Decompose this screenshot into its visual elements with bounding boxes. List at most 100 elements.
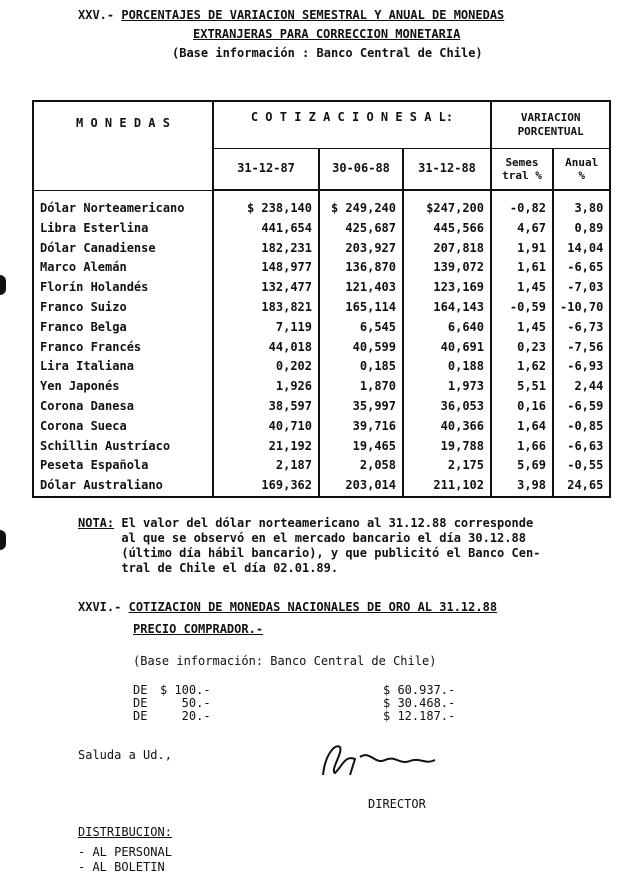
- table-row: Corona Danesa 38,597 35,997 36,053 0,16 -6,59: [32, 396, 611, 417]
- section-xxvi-heading: XXVI.- COTIZACION DE MONEDAS NACIONALES …: [78, 600, 497, 614]
- rate-31-12-87: 40,710: [212, 416, 319, 437]
- rate-31-12-87: 132,477: [212, 278, 319, 298]
- header-anual: Anual %: [551, 148, 611, 191]
- variation-anual: -6,93: [551, 357, 611, 378]
- rate-30-06-88: $ 249,240: [318, 199, 403, 219]
- variation-semestral: -0,82: [490, 199, 553, 219]
- rate-30-06-88: 2,058: [318, 456, 403, 477]
- variation-anual: -0,85: [551, 416, 611, 437]
- gold-de: DE: [133, 683, 148, 697]
- rate-30-06-88: 40,599: [318, 337, 403, 358]
- currency-name: Marco Alemán: [32, 258, 213, 279]
- header-cotizaciones: C O T I Z A C I O N E S A L:: [212, 101, 491, 149]
- table-row: Schillin Austríaco 21,192 19,465 19,788 1,66…: [32, 436, 611, 457]
- table-row: Dólar Norteamericano $ 238,140 $ 249,240 $2…: [32, 199, 611, 219]
- rate-31-12-87: 148,977: [212, 258, 319, 279]
- variation-semestral: 1,91: [490, 238, 553, 259]
- variation-semestral: 1,62: [490, 357, 553, 378]
- gold-de: DE: [133, 696, 148, 710]
- source-note: (Base información : Banco Central de Chi…: [172, 46, 483, 60]
- nota-line: tral de Chile el día 02.01.89.: [121, 561, 339, 575]
- currency-name: Dólar Australiano: [32, 476, 213, 497]
- table-row: Dólar Australiano 169,362 203,014 211,102 3,…: [32, 476, 611, 497]
- variation-semestral: 1,45: [490, 278, 553, 298]
- section-title: PORCENTAJES DE VARIACION SEMESTRAL Y ANU…: [121, 8, 505, 22]
- rate-31-12-87: 182,231: [212, 238, 319, 259]
- variation-anual: -0,55: [551, 456, 611, 477]
- rate-30-06-88: 203,927: [318, 238, 403, 259]
- source-note: (Base información: Banco Central de Chil…: [133, 654, 437, 668]
- variation-semestral: 3,98: [490, 476, 553, 497]
- currency-name: Schillin Austríaco: [32, 436, 213, 457]
- variation-semestral: 1,64: [490, 416, 553, 437]
- nota-line: al que se observó en el mercado bancario…: [121, 531, 526, 545]
- signature-title: DIRECTOR: [368, 797, 426, 811]
- variation-anual: -7,56: [551, 337, 611, 358]
- gold-price: $ 30.468.-: [383, 696, 456, 710]
- section-number: XXV.-: [78, 8, 115, 22]
- rate-31-12-87: 183,821: [212, 297, 319, 318]
- variation-semestral: 5,69: [490, 456, 553, 477]
- currency-name: Corona Danesa: [32, 396, 213, 417]
- nota-line: (último día hábil bancario), y que publi…: [121, 546, 541, 560]
- variation-anual: 14,04: [551, 238, 611, 259]
- gold-coin: 20.-: [160, 709, 211, 723]
- currency-name: Dólar Norteamericano: [32, 199, 213, 219]
- variation-semestral: 1,61: [490, 258, 553, 279]
- section-subtitle: PRECIO COMPRADOR.-: [133, 622, 264, 636]
- rate-31-12-88: 139,072: [402, 258, 491, 279]
- variation-semestral: -0,59: [490, 297, 553, 318]
- rate-31-12-88: 36,053: [402, 396, 491, 417]
- currency-name: Libra Esterlina: [32, 218, 213, 239]
- variation-anual: -6,63: [551, 436, 611, 457]
- table-row: Libra Esterlina 441,654 425,687 445,566 4,67…: [32, 218, 611, 239]
- closing: Saluda a Ud.,: [78, 748, 172, 762]
- rate-31-12-87: 169,362: [212, 476, 319, 497]
- gold-coin: $ 100.-: [160, 683, 211, 697]
- variation-semestral: 4,67: [490, 218, 553, 239]
- distribucion-item: - AL BOLETIN: [78, 860, 165, 874]
- rate-30-06-88: 203,014: [318, 476, 403, 497]
- rate-31-12-87: 0,202: [212, 357, 319, 378]
- table-row: Dólar Canadiense 182,231 203,927 207,818 1,9…: [32, 238, 611, 259]
- rate-30-06-88: 39,716: [318, 416, 403, 437]
- table-row: Marco Alemán 148,977 136,870 139,072 1,61 -6,…: [32, 258, 611, 279]
- header-semestral: Semes tral %: [490, 148, 553, 191]
- variation-semestral: 1,45: [490, 317, 553, 338]
- rate-31-12-87: $ 238,140: [212, 199, 319, 219]
- table-row: Peseta Española 2,187 2,058 2,175 5,69 -0,55: [32, 456, 611, 477]
- rate-31-12-88: 0,188: [402, 357, 491, 378]
- section-number: XXVI.-: [78, 600, 122, 614]
- rate-31-12-87: 441,654: [212, 218, 319, 239]
- currency-name: Yen Japonés: [32, 377, 213, 397]
- rate-31-12-88: $247,200: [402, 199, 491, 219]
- variation-anual: -10,70: [551, 297, 611, 318]
- currency-name: Corona Sueca: [32, 416, 213, 437]
- section-xxv-heading: XXV.- PORCENTAJES DE VARIACION SEMESTRAL…: [78, 8, 504, 22]
- rate-30-06-88: 165,114: [318, 297, 403, 318]
- table-row: Corona Sueca 40,710 39,716 40,366 1,64 -0,85: [32, 416, 611, 437]
- rate-31-12-88: 123,169: [402, 278, 491, 298]
- gold-de: DE: [133, 709, 148, 723]
- punch-hole: [0, 530, 6, 550]
- variation-semestral: 5,51: [490, 377, 553, 397]
- rate-31-12-88: 211,102: [402, 476, 491, 497]
- section-title-line2: EXTRANJERAS PARA CORRECCION MONETARIA: [193, 27, 461, 41]
- nota-line: El valor del dólar norteamericano al 31.…: [121, 516, 534, 530]
- nota-label: NOTA:: [78, 516, 115, 530]
- rate-30-06-88: 136,870: [318, 258, 403, 279]
- rate-31-12-87: 2,187: [212, 456, 319, 477]
- currency-name: Dólar Canadiense: [32, 238, 213, 259]
- variation-semestral: 0,23: [490, 337, 553, 358]
- header-variacion: VARIACION PORCENTUAL: [489, 101, 611, 149]
- table-row: Franco Belga 7,119 6,545 6,640 1,45 -6,73: [32, 317, 611, 338]
- rate-31-12-88: 19,788: [402, 436, 491, 457]
- table-row: Franco Francés 44,018 40,599 40,691 0,23 -7,5…: [32, 337, 611, 358]
- table-row: Franco Suizo 183,821 165,114 164,143 -0,59 -1…: [32, 297, 611, 318]
- rate-30-06-88: 121,403: [318, 278, 403, 298]
- rate-31-12-87: 7,119: [212, 317, 319, 338]
- currency-name: Florín Holandés: [32, 278, 213, 298]
- currency-name: Franco Belga: [32, 317, 213, 338]
- header-date: 31-12-87: [212, 148, 319, 191]
